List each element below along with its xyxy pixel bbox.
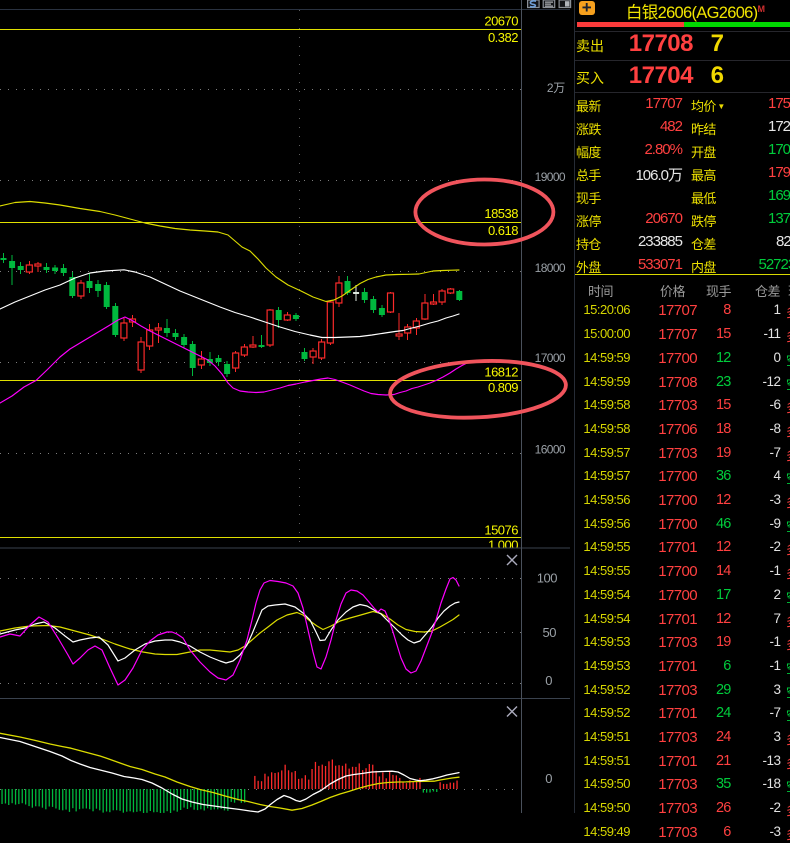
svg-text:18000: 18000 [535,261,566,275]
svg-text:0.618: 0.618 [488,223,518,238]
svg-text:0.809: 0.809 [488,380,518,395]
svg-text:15076: 15076 [484,523,518,538]
svg-text:2万: 2万 [547,81,565,95]
svg-text:17000: 17000 [535,351,566,365]
svg-text:20670: 20670 [484,14,518,29]
svg-text:16812: 16812 [484,364,518,379]
svg-text:18538: 18538 [484,206,518,221]
svg-text:19000: 19000 [535,170,566,184]
svg-text:0.382: 0.382 [488,30,518,45]
svg-text:0: 0 [545,673,552,688]
svg-text:50: 50 [543,625,557,640]
svg-text:100: 100 [537,571,557,586]
svg-text:0: 0 [545,771,552,786]
svg-text:1.000: 1.000 [488,538,518,553]
svg-text:16000: 16000 [535,442,566,456]
